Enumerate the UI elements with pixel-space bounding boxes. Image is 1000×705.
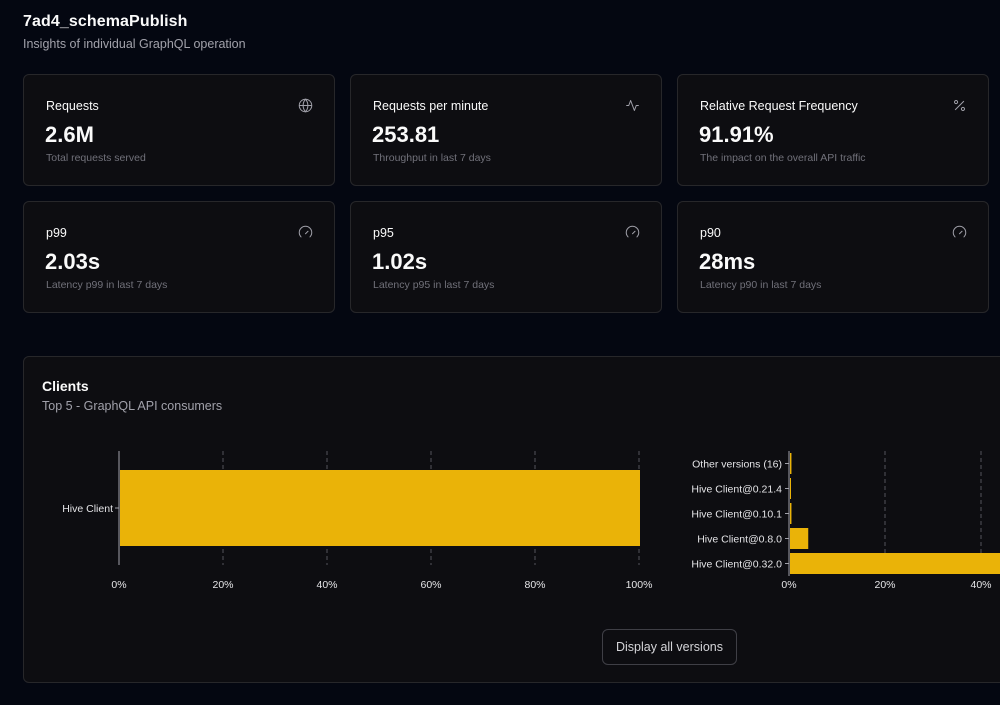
stat-title: Requests: [46, 99, 99, 113]
stat-card-requests-per-minute: Requests per minute 253.81 Throughput in…: [350, 74, 662, 186]
stat-description: Latency p99 in last 7 days: [46, 279, 168, 291]
clients-panel: Clients Top 5 - GraphQL API consumers 0%…: [23, 356, 1000, 683]
bar: [120, 470, 640, 546]
bar: [790, 528, 809, 549]
x-tick-label: 100%: [626, 579, 653, 591]
display-all-versions-button[interactable]: Display all versions: [602, 629, 737, 665]
stat-title: p90: [700, 226, 721, 240]
x-tick-label: 20%: [212, 579, 233, 591]
stat-card-relative-frequency: Relative Request Frequency 91.91% The im…: [677, 74, 989, 186]
stat-value: 28ms: [699, 249, 756, 274]
stat-title: p99: [46, 226, 67, 240]
stat-card-p99: p99 2.03s Latency p99 in last 7 days: [23, 201, 335, 313]
percent-icon: [952, 98, 968, 114]
category-label: Hive Client@0.10.1: [691, 509, 782, 521]
operation-title: 7ad4_schemaPublish: [23, 13, 188, 30]
stat-title: Relative Request Frequency: [700, 99, 858, 113]
x-tick-label: 40%: [970, 579, 991, 591]
stat-title: p95: [373, 226, 394, 240]
gauge-icon: [298, 225, 314, 241]
category-label: Hive Client@0.8.0: [697, 534, 782, 546]
clients-subtitle: Top 5 - GraphQL API consumers: [42, 399, 223, 413]
x-tick-label: 20%: [874, 579, 895, 591]
stat-value: 253.81: [372, 122, 440, 147]
category-label: Hive Client@0.32.0: [691, 559, 782, 571]
gauge-icon: [952, 225, 968, 241]
gauge-icon: [625, 225, 641, 241]
stat-card-requests: Requests 2.6M Total requests served: [23, 74, 335, 186]
stat-description: Latency p95 in last 7 days: [373, 279, 495, 291]
clients-charts: 0% 20% 40% 60% 80% 100% Hive Client 0% 20% 40% Oth…: [62, 451, 1000, 591]
stat-card-p95: p95 1.02s Latency p95 in last 7 days: [350, 201, 662, 313]
stat-description: Total requests served: [46, 152, 146, 164]
x-tick-label: 0%: [111, 579, 126, 591]
category-label: Hive Client@0.21.4: [691, 484, 782, 496]
stat-value: 2.6M: [45, 122, 94, 147]
x-tick-label: 0%: [781, 579, 796, 591]
bar: [790, 553, 1000, 574]
stat-value: 1.02s: [372, 249, 428, 274]
stat-title: Requests per minute: [373, 99, 489, 113]
clients-title: Clients: [42, 378, 89, 394]
bar: [790, 453, 792, 474]
stat-card-p90: p90 28ms Latency p90 in last 7 days: [677, 201, 989, 313]
stat-description: Latency p90 in last 7 days: [700, 279, 822, 291]
globe-icon: [298, 98, 314, 114]
category-label: Other versions (16): [692, 459, 782, 471]
stat-value: 2.03s: [45, 249, 101, 274]
category-label: Hive Client: [62, 503, 113, 515]
bar: [790, 503, 792, 524]
stat-description: Throughput in last 7 days: [373, 152, 491, 164]
x-tick-label: 40%: [316, 579, 337, 591]
x-tick-label: 60%: [420, 579, 441, 591]
bar: [790, 478, 791, 499]
stat-value: 91.91%: [699, 122, 774, 147]
x-tick-label: 80%: [524, 579, 545, 591]
operation-subtitle: Insights of individual GraphQL operation: [23, 37, 246, 51]
activity-icon: [625, 98, 641, 114]
stat-description: The impact on the overall API traffic: [700, 152, 866, 164]
